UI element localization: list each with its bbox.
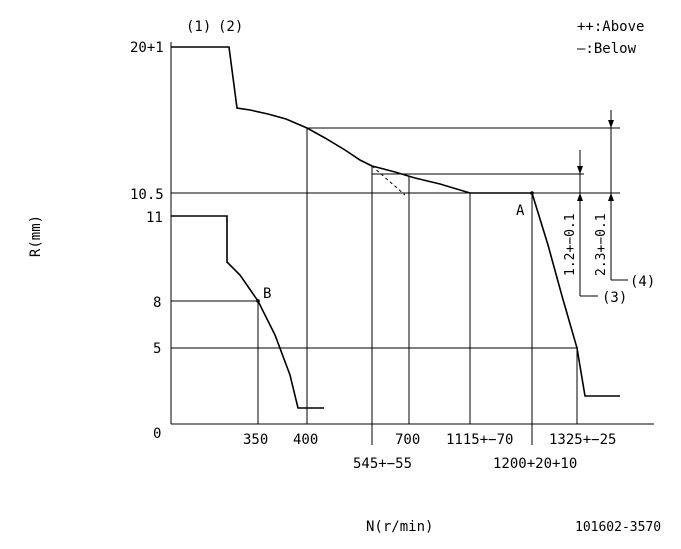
x-tick-700: 700	[395, 432, 420, 448]
y-axis-label: R(mm)	[28, 215, 44, 257]
callout-4: (4)	[630, 274, 655, 290]
y-tick-5: 5	[153, 341, 161, 357]
callout-3: (3)	[602, 290, 627, 306]
x-tick-1200: 1200+20+10	[493, 456, 577, 472]
y-tick-10-5: 10.5	[130, 187, 164, 203]
dim-1-2-label: 1.2+−0.1	[563, 213, 578, 276]
dim-4-arrow-top	[608, 120, 614, 128]
x-tick-350: 350	[243, 432, 268, 448]
dim-3-arrow-top	[577, 166, 583, 174]
x-tick-545: 545+−55	[353, 456, 412, 472]
dim-2-3-label: 2.3+−0.1	[594, 213, 609, 276]
y-tick-8: 8	[153, 295, 161, 311]
y-tick-20: 20+1	[130, 40, 164, 56]
point-a-marker	[530, 191, 534, 195]
callout-2: (2)	[218, 19, 243, 35]
x-axis-label: N(r/min)	[366, 519, 433, 535]
dim-4-arrow-bottom	[608, 193, 614, 201]
callout-1: (1)	[186, 19, 211, 35]
upper-governing-curve	[531, 192, 620, 397]
dim-3-arrow-bottom	[577, 193, 583, 201]
x-tick-400: 400	[293, 432, 318, 448]
notation-above: ++:Above	[577, 19, 644, 35]
point-b-marker	[256, 299, 260, 303]
x-tick-1325: 1325+−25	[549, 432, 616, 448]
y-tick-0: 0	[153, 426, 161, 442]
point-b-label: B	[263, 286, 271, 302]
upper-full-load-curve	[171, 46, 532, 194]
drawing-number: 101602-3570	[575, 520, 661, 535]
point-a-label: A	[516, 203, 525, 219]
dashed-alt-curve	[371, 165, 406, 196]
y-tick-11: 11	[146, 210, 163, 226]
notation-below: —:Below	[577, 41, 637, 57]
x-tick-1115: 1115+−70	[446, 432, 513, 448]
lower-curve	[171, 215, 324, 409]
